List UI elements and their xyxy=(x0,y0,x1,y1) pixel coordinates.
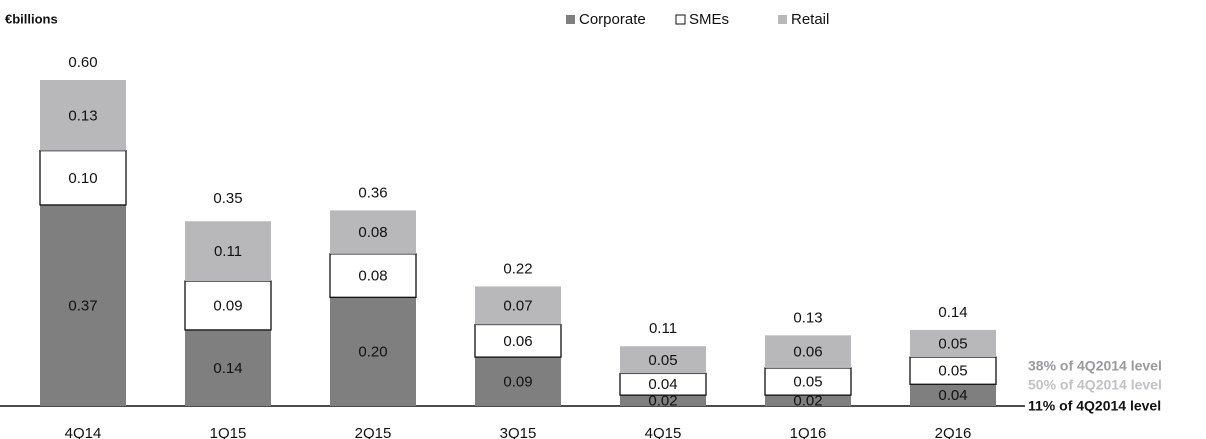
bar-segment xyxy=(910,329,996,358)
legend-label: Corporate xyxy=(579,11,646,28)
value-label: 0.02 xyxy=(648,393,677,410)
bar-segment xyxy=(475,357,561,406)
bar-segment xyxy=(330,210,416,254)
value-label: 0.10 xyxy=(68,170,97,187)
x-tick-label: 1Q16 xyxy=(790,425,827,439)
x-tick-label: 2Q15 xyxy=(355,425,392,439)
total-label: 0.35 xyxy=(213,190,242,207)
legend-swatch xyxy=(675,14,686,25)
value-label: 0.06 xyxy=(503,333,532,350)
bar-segment xyxy=(765,335,851,368)
value-label: 0.05 xyxy=(648,352,677,369)
x-tick-label: 1Q15 xyxy=(210,425,247,439)
x-tick-label: 4Q14 xyxy=(65,425,102,439)
total-label: 0.36 xyxy=(358,184,387,201)
bar-segment xyxy=(39,149,127,206)
chart-title: €billions xyxy=(5,11,58,26)
bar-segment xyxy=(620,395,706,406)
legend-swatch xyxy=(566,15,575,24)
value-label: 0.37 xyxy=(68,297,97,314)
value-label: 0.05 xyxy=(793,374,822,391)
x-tick-label: 2Q16 xyxy=(935,425,972,439)
bar-segment xyxy=(40,204,126,406)
bar-segment xyxy=(910,384,996,406)
legend-swatch xyxy=(778,15,787,24)
value-label: 0.13 xyxy=(68,107,97,124)
value-label: 0.05 xyxy=(938,335,967,352)
value-label: 0.07 xyxy=(503,297,532,314)
x-tick-label: 3Q15 xyxy=(500,425,537,439)
legend-label: SMEs xyxy=(689,11,729,28)
bar-segment xyxy=(185,329,271,406)
total-label: 0.22 xyxy=(503,260,532,277)
annotation: 11% of 4Q2014 level xyxy=(1028,398,1161,414)
annotation: 38% of 4Q2014 level xyxy=(1028,358,1162,374)
bar-segment xyxy=(329,253,417,298)
value-label: 0.04 xyxy=(648,376,677,393)
bar-segment xyxy=(909,356,997,385)
value-label: 0.14 xyxy=(213,360,242,377)
value-label: 0.08 xyxy=(358,268,387,285)
bar-segment xyxy=(184,280,272,331)
value-label: 0.04 xyxy=(938,387,967,404)
value-label: 0.06 xyxy=(793,344,822,361)
bar-segment xyxy=(765,395,851,406)
total-label: 0.11 xyxy=(649,320,677,337)
legend-label: Retail xyxy=(791,11,829,28)
total-label: 0.60 xyxy=(68,54,97,71)
value-label: 0.09 xyxy=(503,374,532,391)
value-label: 0.08 xyxy=(358,224,387,241)
value-label: 0.05 xyxy=(938,363,967,380)
value-label: 0.02 xyxy=(793,393,822,410)
annotation: 50% of 4Q2014 level xyxy=(1028,377,1162,393)
bar-segment xyxy=(40,80,126,151)
value-label: 0.09 xyxy=(213,297,242,314)
bar-segment xyxy=(475,286,561,325)
bar-segment xyxy=(620,346,706,374)
bar-segment xyxy=(185,221,271,282)
value-label: 0.20 xyxy=(358,344,387,361)
x-tick-label: 4Q15 xyxy=(645,425,682,439)
total-label: 0.14 xyxy=(938,304,967,321)
bar-segment xyxy=(330,297,416,406)
total-label: 0.13 xyxy=(793,309,822,326)
value-label: 0.11 xyxy=(214,243,242,260)
